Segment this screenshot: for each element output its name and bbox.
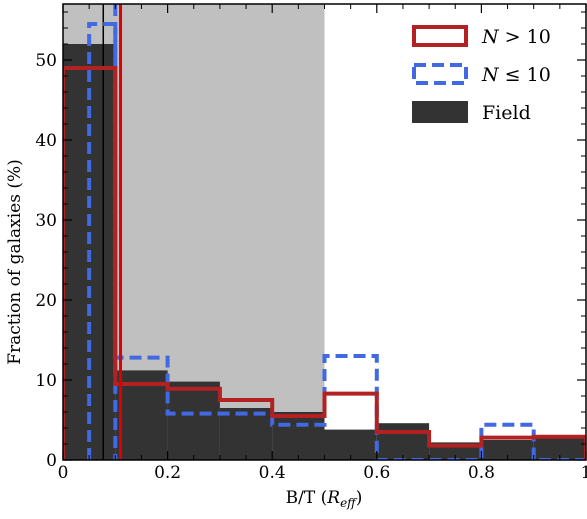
legend-swatch-field <box>412 101 468 123</box>
field-bar-5 <box>324 429 377 460</box>
legend: N > 10 N ≤ 10 Field <box>412 25 551 124</box>
x-axis-title-close: ) <box>356 488 363 508</box>
legend-swatch-n-gt-10 <box>412 25 468 47</box>
field-bar-9 <box>533 437 586 460</box>
x-axis-title: B/T (Reff) <box>286 488 363 510</box>
x-tick-label: 0.8 <box>468 463 495 483</box>
legend-swatch-n-le-10 <box>412 63 468 85</box>
y-tick-label: 0 <box>46 451 57 471</box>
y-tick-label: 50 <box>35 51 57 71</box>
field-bar-4 <box>272 412 325 460</box>
field-bar-6 <box>376 423 430 460</box>
x-tick-label: 1 <box>581 463 587 483</box>
legend-label-n-le-10: N ≤ 10 <box>481 64 551 86</box>
x-tick-label: 0.2 <box>154 463 181 483</box>
n-gt-10-step-line <box>63 66 586 460</box>
x-tick-label: 0 <box>58 463 69 483</box>
legend-label-field: Field <box>482 102 531 124</box>
plot-area <box>63 4 586 460</box>
x-axis-title-main: B/T ( <box>286 488 328 508</box>
x-axis-title-var: R <box>326 488 340 508</box>
y-tick-label: 20 <box>35 291 57 311</box>
x-tick-label: 0.4 <box>259 463 286 483</box>
y-tick-label: 30 <box>35 211 57 231</box>
field-bar-3 <box>219 408 273 460</box>
y-tick-label: 40 <box>35 131 57 151</box>
y-axis-title: Fraction of galaxies (%) <box>5 159 25 365</box>
x-axis-title-sub: eff <box>340 496 358 510</box>
legend-label-n-gt-10: N > 10 <box>481 26 551 48</box>
plot-clip-group <box>63 4 586 460</box>
field-bar-2 <box>167 381 220 460</box>
field-bar-8 <box>481 440 534 460</box>
y-tick-label: 10 <box>35 371 57 391</box>
x-tick-label: 0.6 <box>363 463 390 483</box>
